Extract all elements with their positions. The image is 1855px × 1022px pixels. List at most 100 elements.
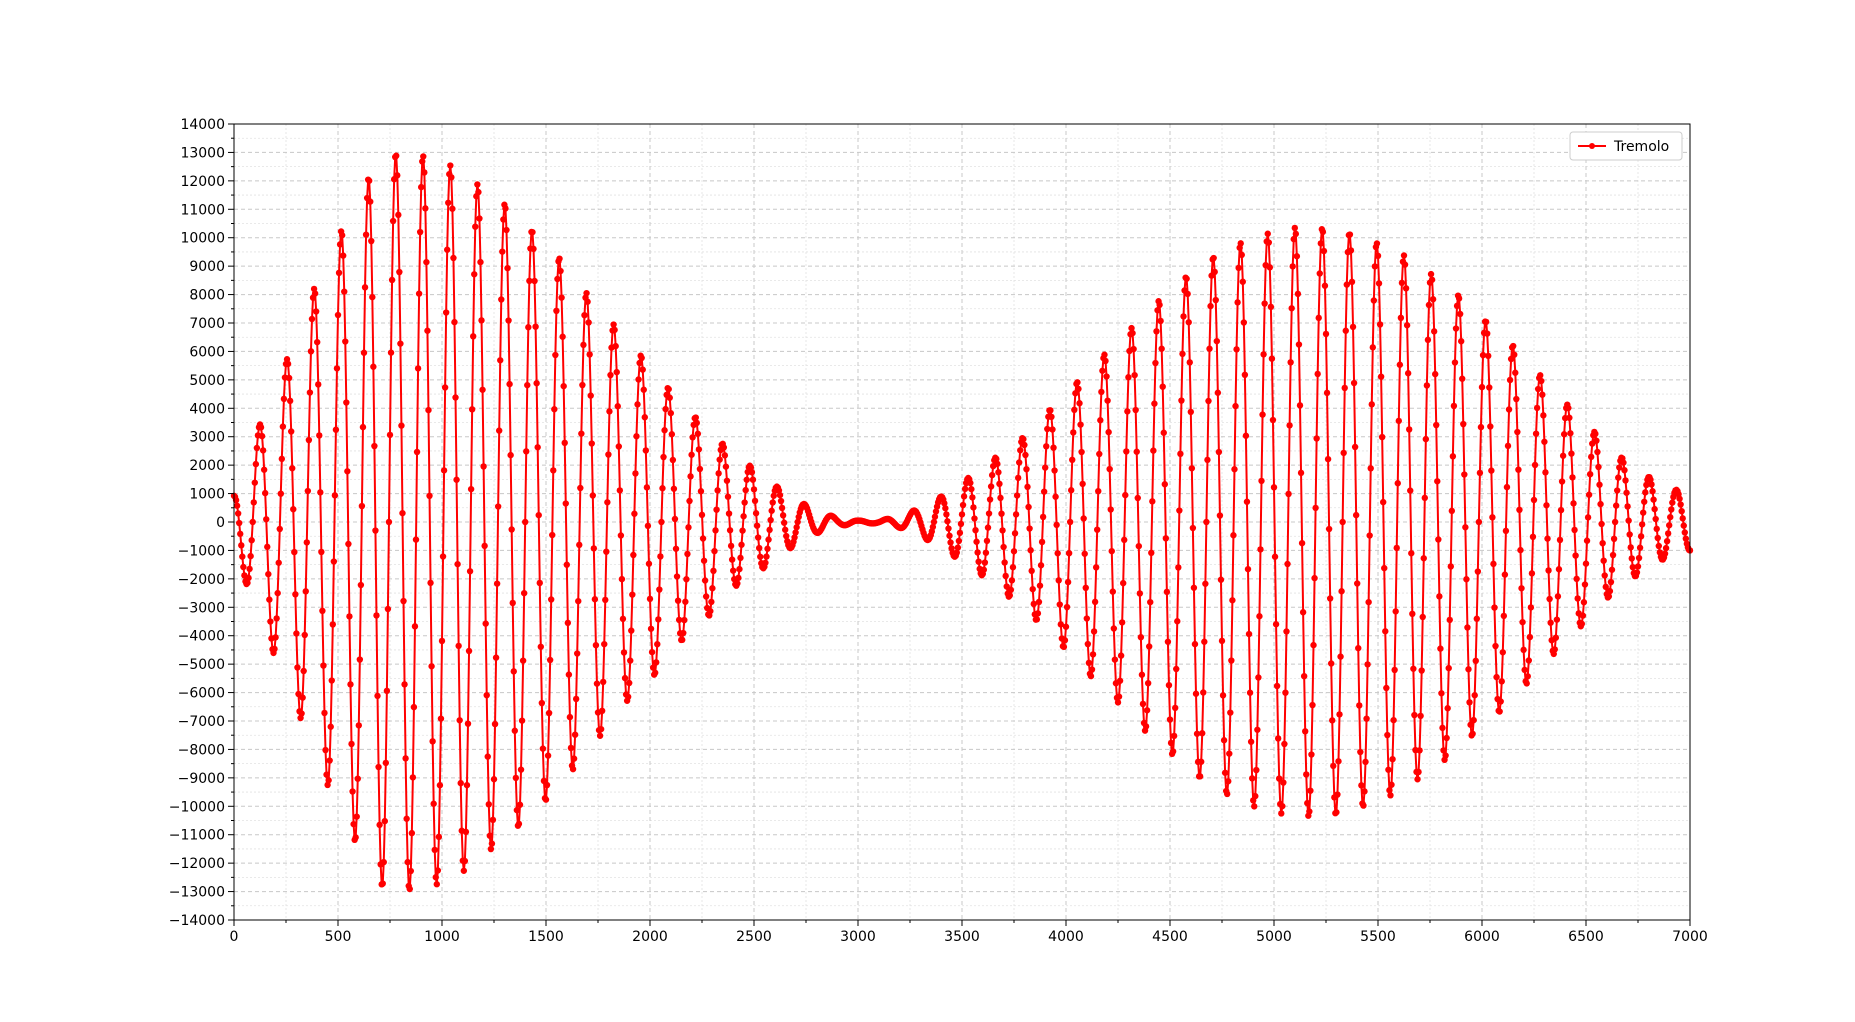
data-point: [396, 268, 403, 276]
data-point: [1083, 615, 1091, 622]
data-point: [298, 710, 305, 717]
y-tick-label: 3000: [189, 430, 225, 446]
data-point: [1554, 593, 1562, 600]
data-point: [1064, 578, 1072, 586]
data-point: [1478, 383, 1486, 391]
data-point: [1131, 371, 1138, 379]
data-point: [1594, 448, 1601, 456]
data-point: [1679, 515, 1686, 522]
data-point: [409, 774, 417, 781]
data-point: [1291, 224, 1299, 232]
data-point: [1416, 747, 1423, 754]
data-point: [1051, 467, 1058, 474]
y-tick-label: 4000: [189, 401, 225, 417]
data-point: [398, 422, 405, 429]
data-point: [370, 363, 377, 370]
data-point: [1538, 377, 1545, 385]
data-point: [647, 625, 655, 632]
data-point: [1547, 619, 1554, 626]
data-point: [498, 296, 505, 303]
data-point: [1392, 608, 1399, 615]
data-point: [1568, 450, 1575, 457]
data-point: [486, 832, 494, 839]
data-point: [955, 537, 963, 545]
data-point: [519, 657, 527, 664]
data-point: [1662, 544, 1670, 552]
data-point: [1069, 456, 1076, 464]
data-point: [1286, 422, 1293, 429]
data-point: [1340, 449, 1347, 457]
data-point: [658, 518, 665, 526]
data-point: [767, 516, 774, 524]
data-point: [1351, 443, 1359, 451]
data-point: [468, 406, 476, 413]
data-point: [1560, 431, 1568, 438]
data-point: [288, 428, 295, 435]
data-point: [610, 321, 617, 328]
data-point: [1065, 550, 1073, 557]
data-point: [602, 596, 609, 604]
data-point: [777, 497, 785, 505]
data-point: [1200, 689, 1207, 696]
data-point: [763, 553, 770, 560]
data-point: [597, 725, 605, 733]
data-point: [1185, 319, 1192, 326]
data-point: [1624, 503, 1631, 510]
y-tick-label: −1000: [178, 543, 225, 559]
data-point: [1151, 400, 1158, 407]
data-point: [483, 691, 490, 699]
data-point: [1060, 643, 1068, 651]
data-point: [543, 781, 551, 789]
data-point: [1348, 278, 1356, 286]
data-point: [1386, 787, 1393, 794]
data-point: [1680, 522, 1687, 529]
data-point: [1364, 661, 1371, 668]
data-point: [508, 526, 515, 533]
data-point: [1137, 633, 1145, 641]
data-point: [252, 460, 260, 468]
data-point: [764, 545, 771, 552]
data-point: [1048, 413, 1055, 421]
data-point: [1114, 699, 1122, 706]
data-point: [358, 502, 366, 510]
data-point: [1474, 568, 1482, 575]
data-point: [1138, 671, 1146, 678]
data-point: [1050, 444, 1057, 451]
data-point: [304, 487, 312, 495]
data-point: [320, 662, 327, 669]
data-point: [1316, 270, 1323, 277]
data-point: [749, 476, 757, 483]
data-point: [1640, 509, 1647, 516]
data-point: [1033, 616, 1041, 623]
data-point: [1268, 355, 1276, 362]
data-point: [659, 485, 666, 492]
data-point: [447, 162, 454, 169]
data-point: [511, 727, 518, 734]
data-point: [236, 519, 243, 527]
data-point: [1463, 576, 1470, 583]
data-point: [1676, 495, 1683, 502]
data-point: [496, 427, 503, 434]
data-point: [1021, 441, 1028, 449]
data-point: [1139, 700, 1147, 708]
data-point: [1217, 576, 1225, 583]
data-point: [1154, 307, 1161, 314]
data-point: [1089, 651, 1097, 658]
data-point: [998, 510, 1005, 517]
data-point: [293, 630, 300, 637]
data-point: [667, 409, 674, 417]
data-point: [1490, 560, 1497, 568]
data-point: [688, 451, 695, 458]
data-point: [1233, 346, 1240, 353]
data-point: [1596, 481, 1603, 488]
data-point: [1198, 758, 1205, 765]
data-point: [569, 765, 577, 773]
data-point: [1251, 803, 1258, 810]
data-point: [533, 380, 540, 387]
data-point: [323, 771, 330, 778]
data-point: [515, 820, 523, 828]
data-point: [1546, 595, 1553, 603]
data-point: [1159, 383, 1166, 390]
data-point: [542, 796, 550, 803]
data-point: [1029, 585, 1036, 593]
